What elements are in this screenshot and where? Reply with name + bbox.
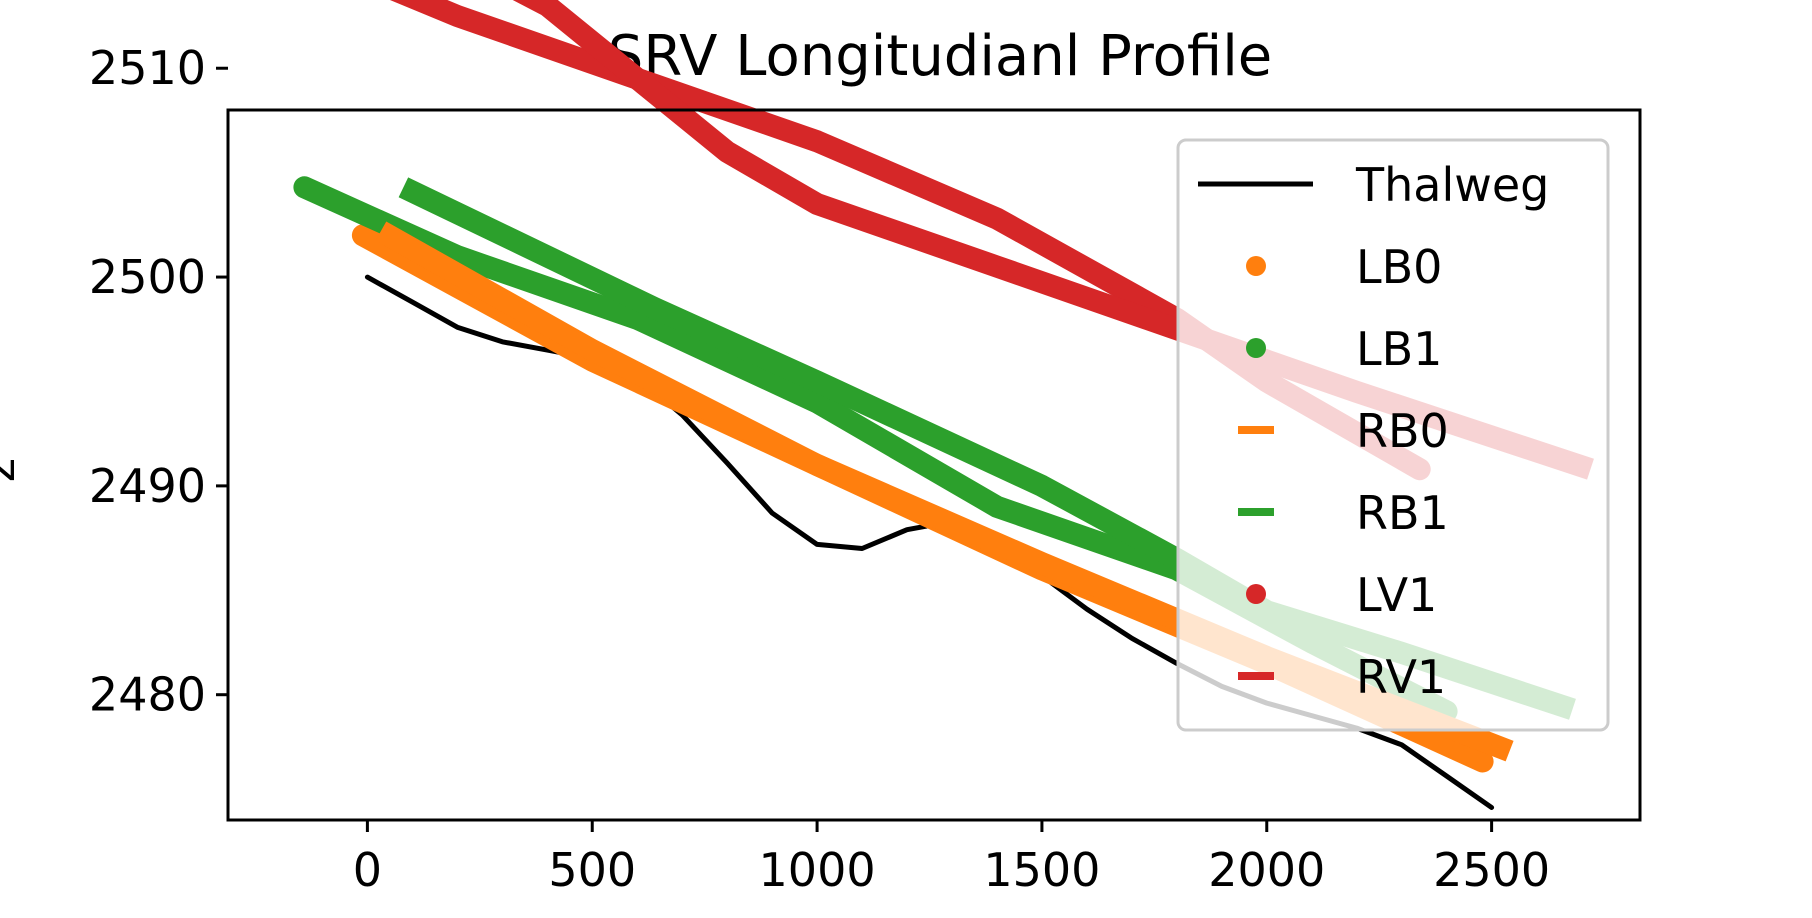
legend-lv1-swatch [1246,584,1266,604]
x-tick-label: 1000 [759,843,876,897]
x-tick-label: 0 [353,843,382,897]
y-tick-label: 2480 [89,668,206,722]
plot-series [293,0,1594,810]
y-tick-label: 2510 [89,41,206,95]
x-tick-label: 500 [548,843,636,897]
y-axis: 2480 2490 2500 2510 [89,41,228,722]
x-tick-label: 2500 [1433,843,1550,897]
legend-lb0-label: LB0 [1356,240,1442,294]
legend-lb1-label: LB1 [1356,322,1442,376]
y-tick-label: 2490 [89,459,206,513]
legend: Thalweg LB0 LB1 RB0 RB1 LV1 RV1 [1176,138,1610,732]
x-tick-label: 1500 [983,843,1100,897]
x-tick-label: 2000 [1208,843,1325,897]
y-axis-label: z [0,458,25,482]
chart-title: SRV Longitudianl Profile [608,24,1272,89]
legend-thalweg-label: Thalweg [1355,158,1549,212]
legend-lb1-swatch [1246,338,1266,358]
y-tick-label: 2500 [89,250,206,304]
legend-rb0-label: RB0 [1356,404,1449,458]
legend-lv1-label: LV1 [1356,568,1437,622]
x-axis: 0 500 1000 1500 2000 2500 [353,820,1550,897]
legend-box [1176,138,1610,732]
legend-lb0-swatch [1246,256,1266,276]
legend-rv1-label: RV1 [1356,650,1446,704]
plot-frame [226,108,1642,822]
legend-rb1-label: RB1 [1356,486,1449,540]
